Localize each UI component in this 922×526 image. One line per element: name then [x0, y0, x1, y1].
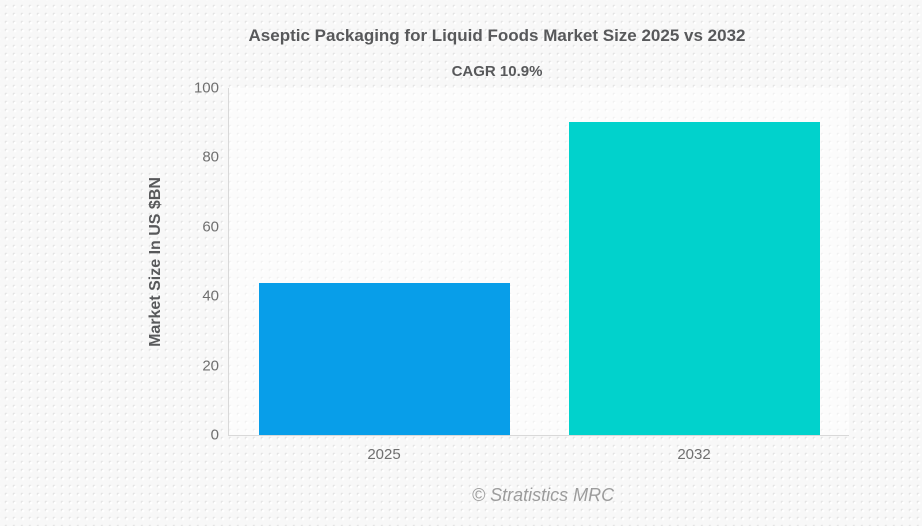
chart-subtitle: CAGR 10.9%	[451, 63, 543, 80]
y-tick-label-40: 40	[202, 287, 219, 305]
chart-title: Aseptic Packaging for Liquid Foods Marke…	[248, 26, 746, 45]
y-tick-label-80: 80	[202, 148, 219, 166]
bar-2025	[258, 283, 510, 435]
watermark: © Stratistics MRC	[471, 485, 615, 505]
y-tick-label-0: 0	[210, 426, 219, 444]
plot-area: 0 20 40 60 80 100 2025 2032	[194, 81, 849, 463]
x-tick-label-2025: 2025	[367, 446, 401, 463]
y-tick-label-20: 20	[202, 357, 219, 375]
y-tick-label-60: 60	[202, 218, 219, 236]
y-axis-title: Market Size In US $BN	[147, 177, 164, 347]
bar-2032	[568, 122, 820, 435]
y-tick-label-100: 100	[193, 79, 219, 97]
x-tick-label-2032: 2032	[677, 446, 711, 463]
